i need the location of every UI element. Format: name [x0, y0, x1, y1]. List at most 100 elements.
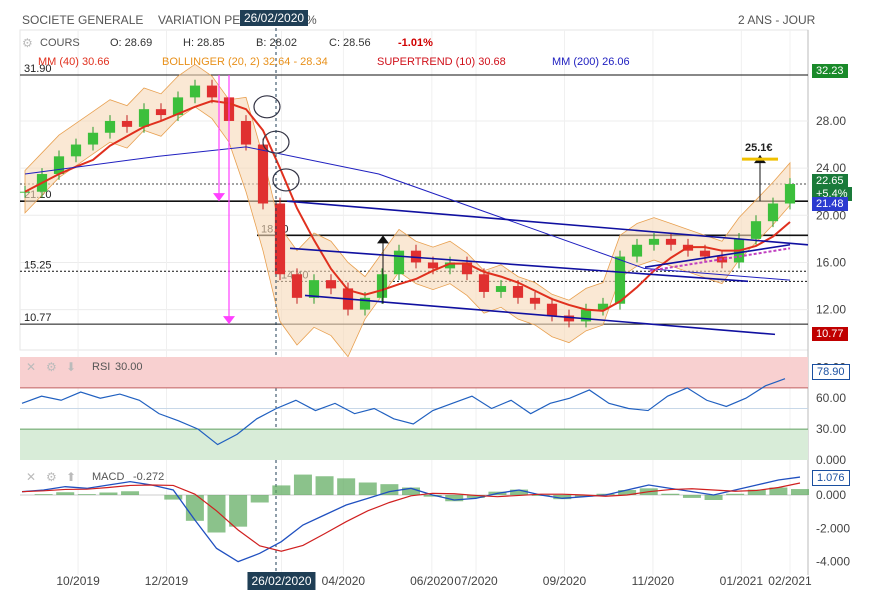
- macd-histogram-bar: [574, 495, 593, 497]
- macd-histogram-bar: [466, 495, 485, 498]
- x-axis-label: 10/2019: [56, 574, 100, 588]
- macd-axis-label: 0.000: [816, 488, 846, 502]
- trend-line: [286, 200, 809, 246]
- circle-marker: [253, 95, 281, 119]
- macd-histogram-bar: [402, 487, 420, 495]
- x-axis-label: 01/2021: [720, 574, 764, 588]
- candle-body: [325, 280, 337, 289]
- period-selector[interactable]: 2 ANS - JOUR: [738, 13, 816, 27]
- candle-body: [563, 315, 575, 322]
- target-label: 25.1€: [745, 142, 773, 154]
- macd-histogram-bar: [553, 495, 572, 500]
- level-label: 31.90: [24, 63, 52, 75]
- candle-body: [70, 144, 82, 157]
- macd-histogram-bar: [56, 492, 75, 495]
- macd-histogram-bar: [618, 490, 637, 495]
- macd-histogram-bar: [704, 495, 723, 500]
- up-arrowhead: [377, 235, 389, 244]
- gear-icon[interactable]: ⚙: [46, 470, 57, 484]
- macd-histogram-bar: [99, 492, 118, 495]
- macd-histogram-bar: [661, 493, 680, 495]
- macd-histogram-bar: [315, 476, 334, 495]
- candle-body: [767, 203, 779, 222]
- variation-label[interactable]: VARIATION PER: [158, 13, 249, 27]
- macd-histogram-bar: [337, 478, 356, 495]
- close-icon[interactable]: ✕: [26, 360, 37, 374]
- indicator-legend-mm40[interactable]: MM (40) 30.66: [38, 56, 110, 68]
- candle-body: [580, 309, 592, 322]
- macd-histogram-bar: [34, 494, 53, 495]
- macd-histogram-bar: [682, 495, 701, 498]
- ohlc-label: COURS: [40, 37, 80, 49]
- candle-body: [87, 132, 99, 145]
- ohlc-low: B: 28.02: [256, 37, 297, 49]
- indicator-legend-bollinger[interactable]: BOLLINGER (20, 2) 32.64 - 28.34: [162, 56, 328, 68]
- arrow-up-icon[interactable]: ⬆: [66, 470, 77, 484]
- rsi-last-tag: 78.90: [812, 364, 850, 380]
- pink-arrowhead: [223, 316, 235, 325]
- price-axis-label: 16.00: [816, 255, 846, 269]
- candle-body: [206, 85, 218, 98]
- candle-body: [189, 85, 201, 98]
- macd-histogram-bar: [250, 495, 269, 503]
- rsi-axis-label: 30.00: [816, 422, 846, 436]
- macd-axis-label: -4.000: [816, 555, 850, 569]
- macd-histogram-bar: [358, 482, 377, 495]
- x-axis-label: 04/2020: [322, 574, 366, 588]
- x-axis-label: 26/02/2020: [251, 574, 311, 588]
- rsi-line: [21, 378, 786, 446]
- candle-body: [784, 184, 796, 204]
- price-tag-top: 32.23: [812, 64, 848, 78]
- macd-histogram-bar: [726, 493, 745, 495]
- price-panel: 31.9021.2018.3015.2514.4010.77: [19, 28, 809, 575]
- crosshair-date-tag: 26/02/2020: [240, 10, 309, 26]
- candle-body: [172, 97, 184, 116]
- rsi-value: 30.00: [115, 361, 143, 373]
- price-axis-label: 12.00: [816, 303, 846, 317]
- level-label: 15.25: [24, 259, 52, 271]
- macd-axis-label: -2.000: [816, 521, 850, 535]
- macd-histogram-bar: [229, 495, 248, 527]
- circle-marker: [272, 168, 300, 192]
- rsi-overbought-zone: [20, 357, 808, 388]
- arrow-down-icon[interactable]: ⬇: [66, 360, 77, 374]
- trend-line: [289, 247, 749, 283]
- macd-histogram-bar: [164, 495, 183, 500]
- candle-body: [274, 203, 286, 275]
- price-tag-mm200: 21.48: [812, 197, 848, 211]
- macd-signal-line: [21, 482, 801, 552]
- pink-arrowhead: [213, 193, 225, 202]
- candle-body: [750, 221, 762, 239]
- price-axis-label: 20.00: [816, 208, 846, 222]
- gear-icon[interactable]: ⚙: [22, 36, 33, 50]
- rsi-oversold-zone: [20, 429, 808, 460]
- candle-body: [104, 120, 116, 133]
- candle-body: [512, 286, 524, 298]
- candle-body: [393, 250, 405, 275]
- variation-suffix: %: [306, 13, 317, 27]
- indicator-legend-supertrend[interactable]: SUPERTREND (10) 30.68: [377, 56, 506, 68]
- macd-histogram-bar: [380, 484, 399, 495]
- candle-body: [597, 303, 609, 310]
- price-panel-frame: [19, 29, 809, 351]
- close-icon[interactable]: ✕: [26, 470, 37, 484]
- macd-value: -0.272: [133, 471, 165, 483]
- macd-label: MACD: [92, 471, 125, 483]
- candle-body: [529, 297, 541, 304]
- indicator-legend-mm200[interactable]: MM (200) 26.06: [552, 56, 630, 68]
- x-axis-label: 12/2019: [145, 574, 189, 588]
- gear-icon[interactable]: ⚙: [46, 360, 57, 374]
- purple-trend-line: [649, 247, 791, 272]
- price-tag-low: 10.77: [812, 327, 848, 341]
- price-axis-label: 28.00: [816, 114, 846, 128]
- candle-body: [495, 286, 507, 292]
- ohlc-change: -1.01%: [398, 37, 433, 49]
- instrument-name: SOCIETE GENERALE: [22, 13, 144, 27]
- candle-body: [376, 274, 388, 298]
- candle-body: [308, 280, 320, 298]
- macd-histogram-bar: [77, 494, 96, 495]
- price-tag-last: 22.65: [812, 174, 848, 188]
- crosshair-date-bottom-bg: [247, 572, 316, 590]
- macd-histogram-bar: [293, 474, 312, 495]
